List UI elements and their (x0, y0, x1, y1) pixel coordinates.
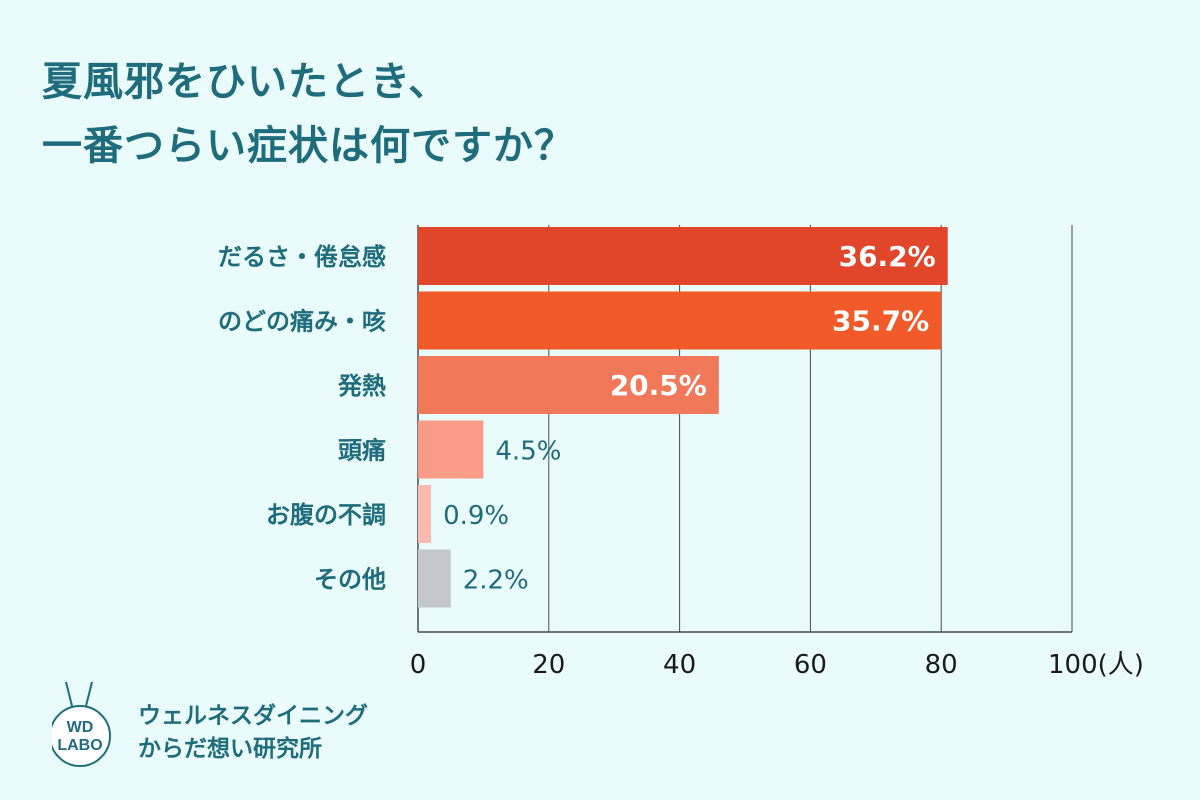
category-label: のどの痛み・咳 (218, 308, 386, 336)
x-tick-label: 60 (794, 650, 827, 680)
x-tick-label: 40 (663, 650, 696, 680)
category-label: お腹の不調 (266, 501, 386, 529)
logo-mark-icon: WD LABO (52, 681, 111, 767)
bar (418, 485, 432, 543)
logo-name-line-2: からだ想い研究所 (138, 736, 322, 762)
x-tick-label: 100(人) (1048, 650, 1144, 680)
bar (418, 549, 451, 608)
x-tick-label: 20 (532, 650, 565, 680)
data-label: 36.2% (839, 240, 936, 273)
bar (418, 356, 719, 414)
data-label: 35.7% (832, 305, 929, 338)
data-label: 0.9% (443, 501, 509, 531)
bar (418, 420, 484, 479)
logo-mark-text-1: WD (67, 719, 94, 736)
logo-name: ウェルネスダイニング からだ想い研究所 (138, 700, 368, 766)
bar (418, 291, 942, 350)
category-label: 発熱 (337, 372, 386, 400)
x-tick-label: 80 (925, 650, 958, 680)
category-label: だるさ・倦怠感 (218, 243, 386, 271)
category-label: その他 (314, 566, 386, 594)
title-line-2: 一番つらい症状は何ですか？ (42, 123, 575, 169)
logo-mark-text-2: LABO (57, 737, 102, 754)
bar (418, 227, 948, 285)
x-tick-label: 0 (410, 650, 427, 680)
data-label: 4.5% (495, 437, 561, 467)
chart-title: 夏風邪をひいたとき、 一番つらい症状は何ですか？ (42, 50, 575, 178)
data-label: 20.5% (610, 369, 707, 402)
data-label: 2.2% (463, 566, 529, 596)
title-line-1: 夏風邪をひいたとき、 (42, 59, 450, 105)
logo-name-line-1: ウェルネスダイニング (138, 703, 368, 729)
category-label: 頭痛 (338, 437, 386, 465)
